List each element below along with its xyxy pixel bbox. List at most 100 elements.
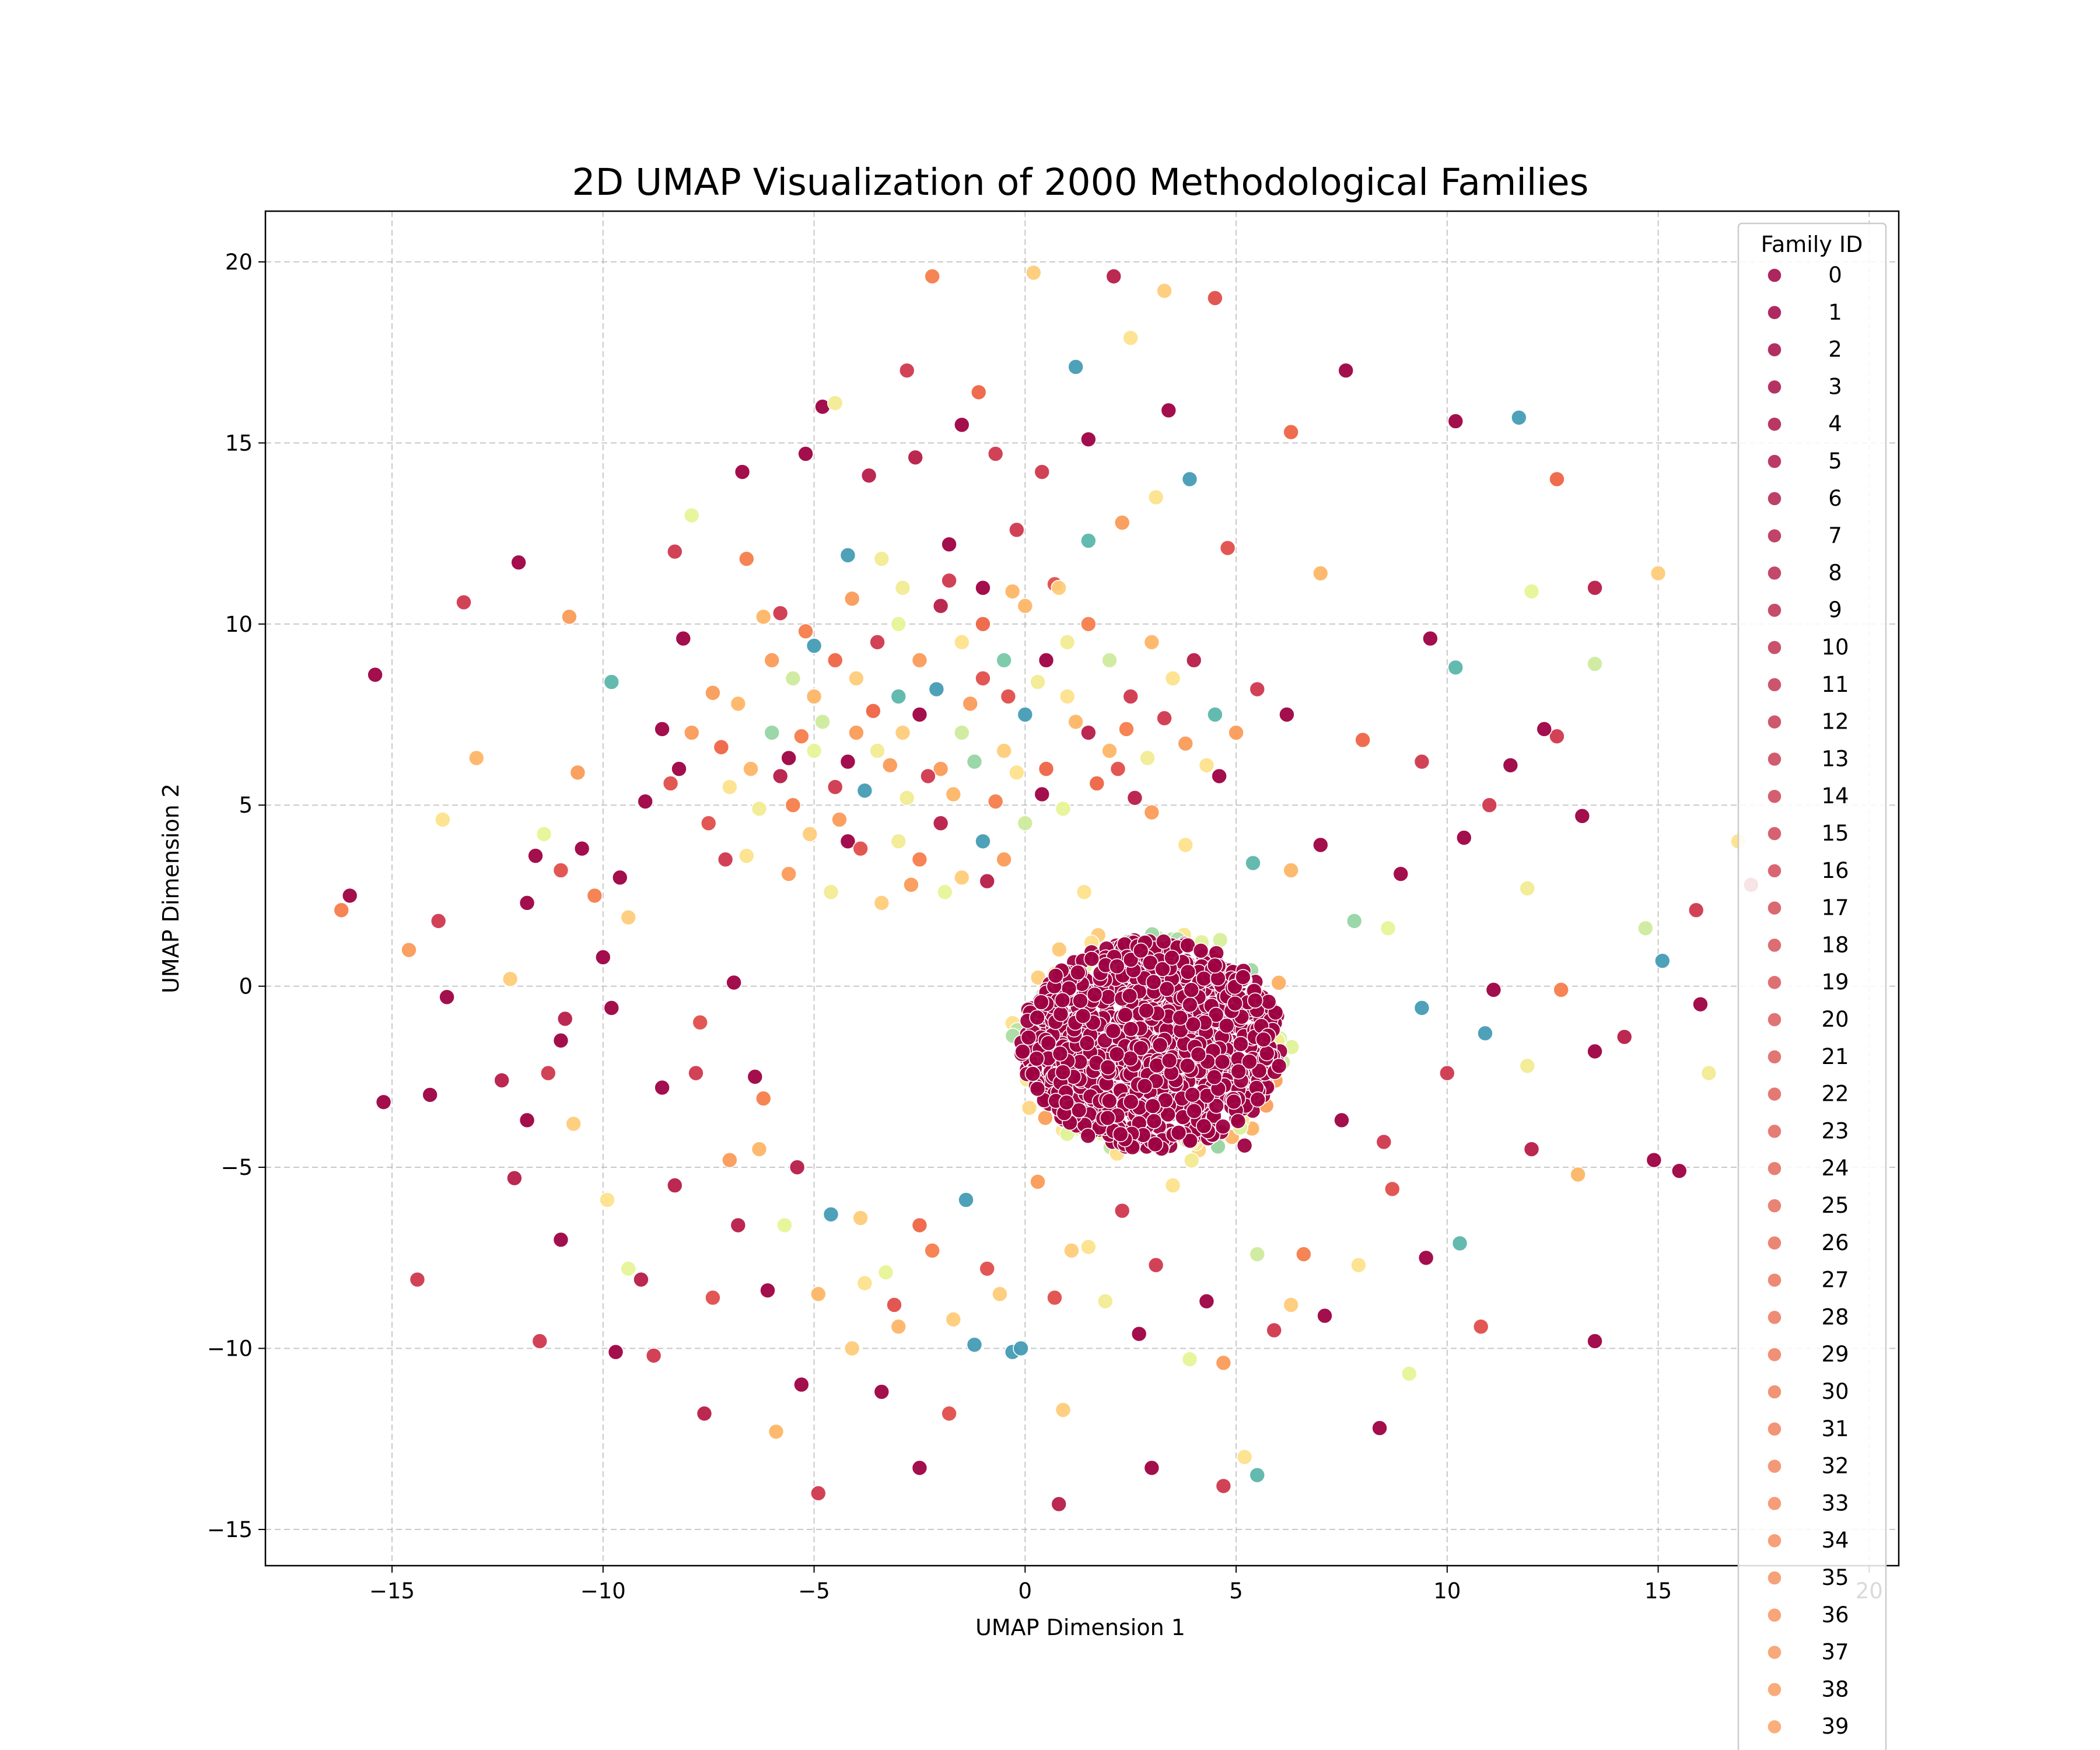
data-point xyxy=(1136,1077,1153,1094)
data-point xyxy=(675,630,692,647)
legend-marker xyxy=(1767,714,1782,730)
data-point xyxy=(1156,933,1172,950)
data-point xyxy=(1122,688,1139,705)
data-point xyxy=(1230,1063,1247,1080)
data-point xyxy=(932,761,949,777)
data-point xyxy=(1038,761,1055,777)
legend-label: 31 xyxy=(1821,1416,1849,1441)
data-point xyxy=(755,1090,772,1107)
legend-label: 32 xyxy=(1821,1454,1849,1479)
data-point xyxy=(430,913,447,929)
data-point xyxy=(1519,880,1536,897)
legend-entries: 0123456789101112131415161718192021222324… xyxy=(1767,262,1849,1739)
x-axis-label: UMAP Dimension 1 xyxy=(975,1615,1185,1640)
data-point xyxy=(1086,986,1103,1003)
data-point xyxy=(722,1152,738,1168)
data-point xyxy=(1692,996,1709,1013)
y-tick-label: 0 xyxy=(239,974,253,999)
legend-marker xyxy=(1767,1124,1782,1139)
data-point xyxy=(827,395,844,411)
data-point xyxy=(726,974,742,991)
data-point xyxy=(1068,713,1084,730)
legend-label: 19 xyxy=(1821,970,1849,995)
data-point xyxy=(962,695,979,712)
data-point xyxy=(722,779,738,795)
data-point xyxy=(814,713,831,730)
data-point xyxy=(860,467,877,484)
data-point xyxy=(1080,724,1097,741)
data-point xyxy=(1055,800,1072,817)
data-point xyxy=(1122,1021,1139,1037)
legend-marker xyxy=(1767,937,1782,953)
data-point xyxy=(1233,1036,1249,1052)
data-point xyxy=(1279,706,1295,723)
data-point xyxy=(1123,1094,1139,1110)
data-point xyxy=(911,1460,928,1476)
legend-title: Family ID xyxy=(1761,232,1863,257)
data-point xyxy=(435,811,451,828)
data-point xyxy=(1138,1002,1154,1019)
legend-label: 39 xyxy=(1821,1714,1849,1739)
data-point xyxy=(607,1343,624,1360)
data-point xyxy=(945,786,962,803)
data-point xyxy=(595,949,611,965)
legend-label: 36 xyxy=(1821,1602,1849,1628)
data-point xyxy=(586,887,603,904)
data-point xyxy=(1017,815,1034,832)
y-tick-label: −5 xyxy=(220,1155,253,1180)
data-point xyxy=(1587,1043,1603,1060)
data-point xyxy=(1215,1354,1232,1371)
data-point xyxy=(1040,1035,1057,1051)
legend-marker xyxy=(1767,640,1782,655)
legend-label: 8 xyxy=(1828,560,1842,585)
data-point xyxy=(751,800,768,817)
data-point xyxy=(1183,1152,1200,1169)
data-point xyxy=(802,826,818,842)
data-point xyxy=(780,750,797,766)
data-point xyxy=(848,670,864,687)
data-point xyxy=(1059,688,1076,705)
data-point xyxy=(1154,961,1171,978)
data-point xyxy=(747,1069,764,1085)
data-point xyxy=(1110,761,1126,777)
data-point xyxy=(422,1087,438,1103)
data-point xyxy=(1186,1102,1202,1119)
data-point xyxy=(1196,970,1212,987)
data-point xyxy=(898,789,915,806)
data-point xyxy=(1051,1496,1068,1513)
data-point xyxy=(1080,533,1097,549)
x-tick-label: 10 xyxy=(1433,1578,1461,1604)
data-point xyxy=(1249,681,1266,698)
data-point xyxy=(1422,630,1438,647)
data-point xyxy=(1451,1235,1468,1252)
data-point xyxy=(898,362,915,379)
data-point xyxy=(1247,992,1264,1009)
legend-label: 34 xyxy=(1821,1528,1849,1553)
data-point xyxy=(890,833,907,850)
legend-label: 20 xyxy=(1821,1007,1849,1032)
data-point xyxy=(1059,634,1076,650)
x-tick-label: −10 xyxy=(580,1578,626,1604)
data-point xyxy=(941,572,957,589)
data-point xyxy=(1074,1007,1091,1024)
data-point xyxy=(730,695,747,712)
x-tick-label: 0 xyxy=(1019,1578,1032,1604)
legend-label: 9 xyxy=(1828,597,1842,622)
data-point xyxy=(494,1072,510,1088)
data-point xyxy=(1083,951,1100,967)
data-point xyxy=(1250,1091,1266,1108)
legend-label: 2 xyxy=(1828,337,1842,362)
data-point xyxy=(439,989,455,1006)
data-point xyxy=(506,1170,523,1186)
data-point xyxy=(1317,1307,1333,1324)
legend-label: 37 xyxy=(1821,1640,1849,1665)
data-point xyxy=(1376,1133,1392,1150)
data-point xyxy=(1283,424,1299,440)
data-point xyxy=(1198,757,1215,774)
data-point xyxy=(1671,1163,1688,1180)
data-point xyxy=(869,634,886,650)
data-point xyxy=(1146,1113,1163,1129)
data-point xyxy=(1418,1250,1434,1266)
data-point xyxy=(1236,1138,1253,1154)
data-point xyxy=(1052,1006,1069,1023)
